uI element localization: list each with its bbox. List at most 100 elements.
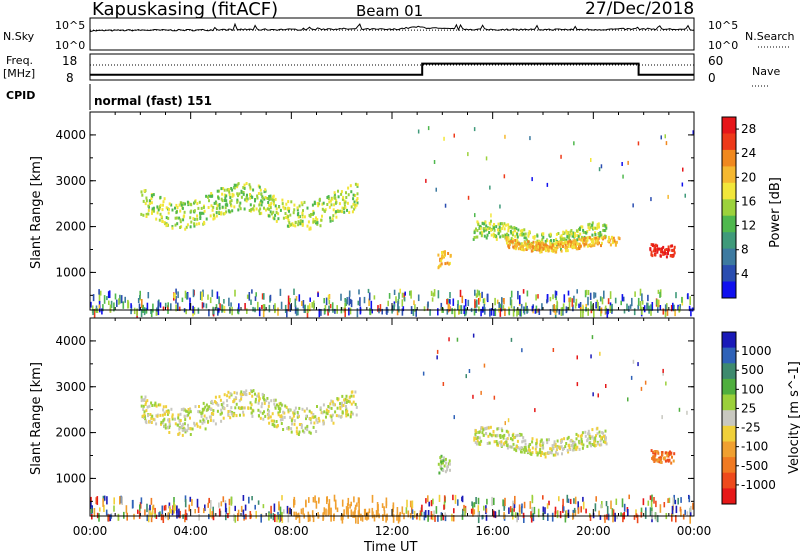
power-echo-cell — [302, 209, 304, 213]
power-clutter-cell — [106, 296, 108, 301]
velocity-echo-cell — [319, 406, 322, 410]
power-clutter-cell — [280, 301, 283, 310]
velocity-clutter-cell — [185, 514, 187, 520]
velocity-echo-cell — [440, 454, 443, 458]
power-echo-cell — [582, 228, 585, 232]
velocity-clutter-cell — [509, 506, 512, 513]
velocity-echo-cell — [167, 409, 170, 413]
velocity-echo-cell — [474, 430, 477, 434]
power-echo-cell — [559, 236, 562, 240]
power-echo-cell — [250, 208, 253, 211]
power-clutter-cell — [568, 297, 570, 303]
velocity-clutter-cell — [443, 495, 446, 502]
power-echo-cell — [497, 222, 500, 226]
power-echo-cell — [151, 209, 154, 213]
velocity-clutter-cell — [198, 513, 200, 521]
power-echo-cell — [205, 194, 208, 198]
sky-tick-low: 10^0 — [55, 39, 86, 52]
velocity-echo-cell — [194, 405, 197, 409]
velocity-echo-cell — [571, 448, 574, 452]
velocity-echo-cell — [578, 447, 581, 451]
power-echo-cell — [258, 212, 261, 216]
velocity-echo-cell — [330, 406, 333, 410]
velocity-echo-cell — [147, 414, 149, 418]
power-echo-cell — [249, 187, 252, 191]
velocity-echo-cell — [238, 399, 241, 403]
power-echo-cell — [301, 203, 304, 207]
velocity-echo-cell — [603, 434, 605, 438]
velocity-sparse-cell — [436, 349, 439, 354]
velocity-echo-cell — [547, 451, 550, 455]
power-clutter-cell — [219, 303, 221, 310]
power-clutter-cell — [670, 305, 673, 312]
power-echo-cell — [661, 247, 664, 251]
power-clutter-cell — [525, 302, 527, 312]
power-echo-cell — [515, 227, 518, 231]
power-echo-cell — [665, 248, 668, 251]
power-clutter-cell — [417, 294, 420, 302]
velocity-clutter-cell — [173, 502, 175, 511]
power-echo-cell — [156, 211, 159, 215]
velocity-echo-cell — [174, 422, 177, 426]
velocity-clutter-cell — [454, 494, 457, 504]
velocity-colorbar-segment — [722, 425, 736, 442]
velocity-echo-cell — [539, 454, 542, 457]
power-clutter-cell — [643, 305, 646, 313]
velocity-echo-cell — [174, 417, 176, 421]
velocity-echo-cell — [574, 446, 577, 450]
velocity-echo-cell — [580, 433, 583, 437]
velocity-clutter-cell — [90, 500, 92, 510]
power-echo-cell — [571, 245, 574, 249]
power-sparse-cell — [650, 197, 652, 202]
velocity-echo-cell — [162, 405, 165, 409]
velocity-clutter-cell — [544, 507, 546, 514]
velocity-echo-cell — [331, 400, 334, 404]
power-echo-cell — [164, 221, 167, 225]
power-echo-cell — [536, 234, 539, 238]
power-echo-cell — [522, 232, 525, 236]
velocity-clutter-cell — [121, 496, 123, 505]
power-echo-cell — [151, 207, 154, 211]
power-echo-cell — [314, 219, 317, 223]
power-echo-cell — [671, 254, 674, 258]
power-echo-cell — [524, 241, 526, 245]
velocity-clutter-cell — [131, 500, 134, 509]
velocity-echo-cell — [554, 443, 557, 446]
velocity-clutter-cell — [491, 496, 493, 506]
power-clutter-cell — [556, 300, 558, 309]
power-echo-cell — [514, 247, 517, 251]
power-echo-cell — [288, 207, 291, 211]
power-echo-cell — [654, 249, 657, 253]
power-clutter-cell — [298, 294, 301, 302]
velocity-clutter-cell — [173, 497, 175, 506]
power-echo-cell — [237, 208, 240, 212]
velocity-echo-cell — [234, 406, 237, 410]
power-clutter-cell — [601, 297, 604, 305]
power-echo-cell — [283, 207, 286, 211]
velocity-clutter-cell — [635, 509, 637, 516]
velocity-ytick-label: 3000 — [55, 380, 86, 394]
velocity-clutter-cell — [347, 507, 349, 512]
power-echo-cell — [443, 255, 445, 259]
power-clutter-cell — [302, 300, 305, 309]
power-clutter-cell — [576, 289, 578, 294]
velocity-clutter-cell — [616, 515, 618, 520]
velocity-clutter-cell — [96, 496, 99, 505]
power-echo-cell — [660, 250, 662, 254]
power-echo-cell — [490, 219, 492, 223]
power-echo-cell — [174, 216, 177, 220]
velocity-ytick-label: 4000 — [55, 334, 86, 348]
velocity-echo-cell — [143, 410, 146, 414]
power-echo-cell — [343, 199, 346, 203]
power-clutter-cell — [483, 297, 486, 305]
power-echo-cell — [243, 183, 246, 187]
velocity-clutter-cell — [353, 510, 356, 518]
nave-tick-high: 60 — [708, 54, 724, 68]
velocity-echo-cell — [177, 432, 180, 436]
velocity-echo-cell — [521, 440, 524, 444]
power-echo-cell — [251, 207, 254, 211]
power-echo-cell — [521, 248, 524, 252]
power-echo-cell — [327, 195, 330, 199]
velocity-echo-cell — [290, 419, 293, 423]
velocity-clutter-cell — [413, 510, 416, 519]
